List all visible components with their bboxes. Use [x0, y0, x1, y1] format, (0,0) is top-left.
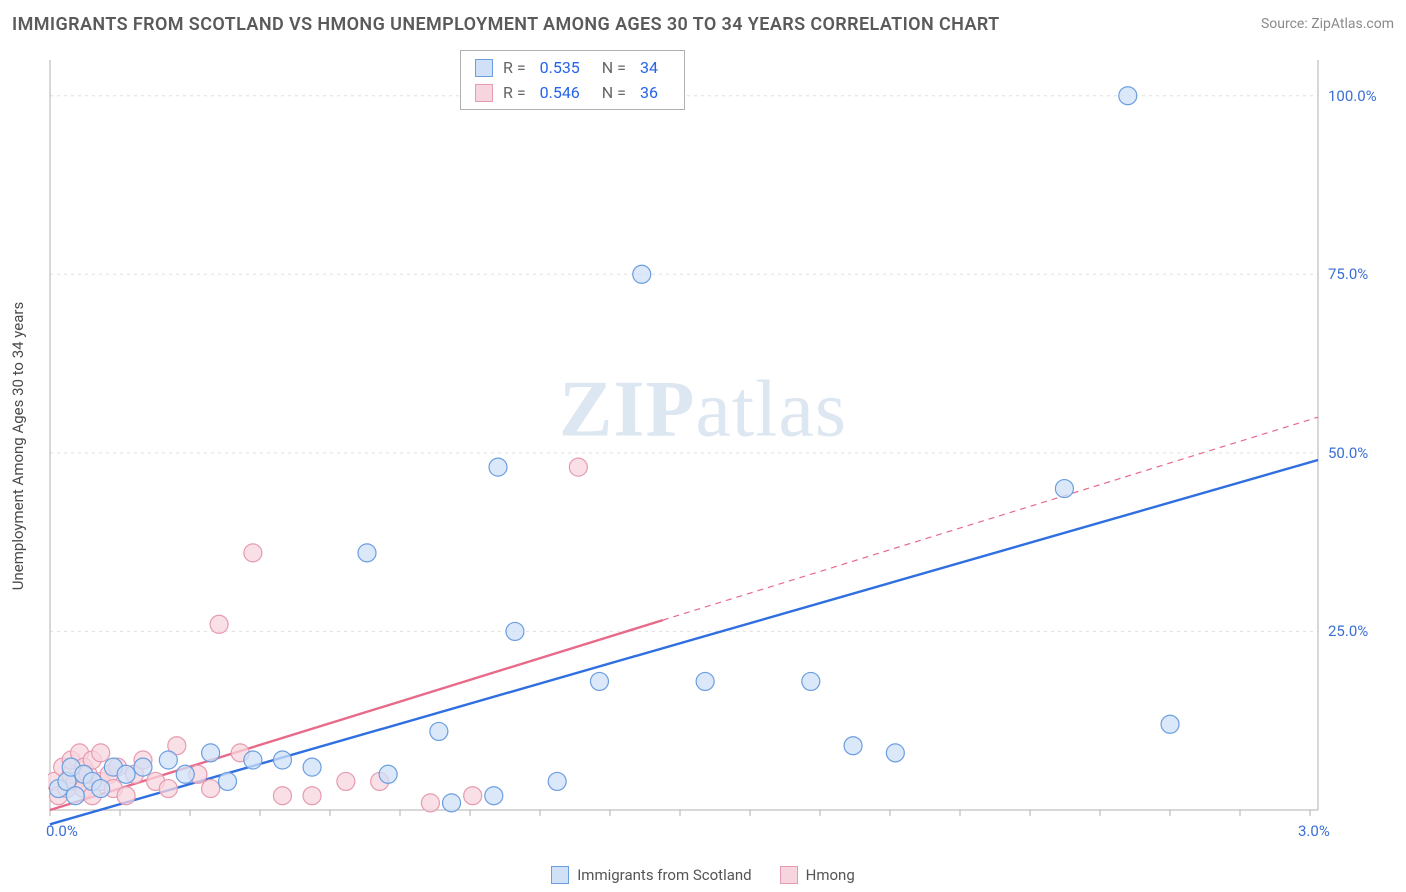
y-tick-label-100: 100.0% — [1328, 87, 1377, 105]
n-label: N = — [602, 83, 626, 102]
series-legend-item-hmong: Hmong — [780, 866, 855, 884]
y-tick-label-75: 75.0% — [1328, 265, 1368, 283]
n-label: N = — [602, 58, 626, 77]
series-legend: Immigrants from Scotland Hmong — [0, 866, 1406, 884]
r-label: R = — [503, 58, 526, 77]
y-tick-label-50: 50.0% — [1328, 444, 1368, 462]
stat-legend: R = 0.535 N = 34 R = 0.546 N = 36 — [460, 50, 685, 110]
series-label-hmong: Hmong — [806, 866, 855, 884]
legend-swatch-hmong — [475, 84, 493, 102]
stat-legend-row-2: R = 0.546 N = 36 — [461, 80, 684, 105]
stat-legend-row-1: R = 0.535 N = 34 — [461, 55, 684, 80]
y-tick-label-25: 25.0% — [1328, 622, 1368, 640]
r-value-hmong: 0.546 — [540, 83, 580, 102]
y-axis-label: Unemployment Among Ages 30 to 34 years — [9, 302, 27, 590]
legend-swatch-scotland — [475, 59, 493, 77]
x-tick-label-min: 0.0% — [46, 822, 78, 840]
r-label: R = — [503, 83, 526, 102]
series-label-scotland: Immigrants from Scotland — [577, 866, 751, 884]
x-tick-label-max: 3.0% — [1298, 822, 1330, 840]
plot-area — [48, 50, 1378, 840]
chart-container: IMMIGRANTS FROM SCOTLAND VS HMONG UNEMPL… — [0, 0, 1406, 892]
n-value-scotland: 34 — [640, 58, 658, 77]
legend-swatch-hmong — [780, 866, 798, 884]
chart-svg — [48, 50, 1378, 840]
legend-swatch-scotland — [551, 866, 569, 884]
r-value-scotland: 0.535 — [540, 58, 580, 77]
series-legend-item-scotland: Immigrants from Scotland — [551, 866, 751, 884]
title-bar: IMMIGRANTS FROM SCOTLAND VS HMONG UNEMPL… — [12, 10, 1394, 38]
chart-title: IMMIGRANTS FROM SCOTLAND VS HMONG UNEMPL… — [12, 14, 1000, 35]
n-value-hmong: 36 — [640, 83, 658, 102]
source-label: Source: ZipAtlas.com — [1261, 16, 1394, 32]
